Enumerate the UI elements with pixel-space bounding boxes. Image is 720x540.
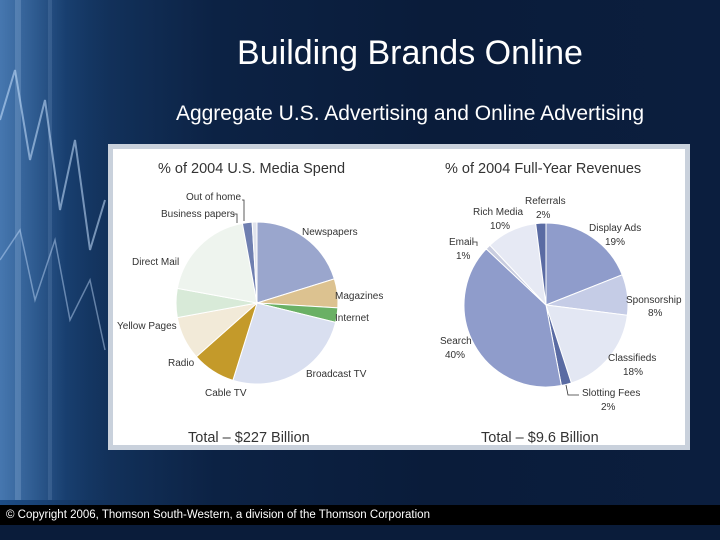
decorative-chart-lines (0, 0, 106, 500)
right-chart-title: % of 2004 Full-Year Revenues (445, 161, 641, 177)
pie-slice-newspapers (256, 221, 335, 304)
label-slotting-fees: Slotting Fees (582, 388, 640, 399)
pie-slice-direct-mail (176, 222, 258, 304)
label-magazines: Magazines (335, 291, 383, 302)
pie-slice-search (463, 248, 562, 388)
label-email-pct: 1% (456, 251, 471, 262)
pie-slice-classifieds (545, 304, 628, 384)
copyright-footer: © Copyright 2006, Thomson South-Western,… (0, 505, 720, 525)
label-yellow-pages: Yellow Pages (117, 321, 177, 332)
label-sponsorship: Sponsorship (626, 295, 682, 306)
label-email: Email (449, 237, 474, 248)
right-chart-total: Total – $9.6 Billion (481, 430, 599, 445)
leader-line (565, 384, 579, 396)
label-display-ads: Display Ads (589, 223, 641, 234)
label-out-of-home: Out of home (186, 192, 241, 203)
left-pie (175, 221, 339, 385)
pie-slice-display-ads (545, 222, 623, 306)
label-internet: Internet (335, 313, 369, 324)
pie-charts: % of 2004 U.S. Media Spend Total – $227 … (117, 161, 682, 445)
leader-line (242, 199, 245, 221)
chart-panel: % of 2004 U.S. Media Spend Total – $227 … (108, 144, 690, 450)
leader-line (233, 213, 238, 223)
label-cable-tv: Cable TV (205, 388, 247, 399)
pie-slice-out-of-home (251, 221, 258, 304)
label-radio: Radio (168, 358, 195, 369)
label-sponsorship-pct: 8% (648, 308, 663, 319)
label-business-papers: Business papers (161, 209, 235, 220)
decorative-background (0, 0, 110, 500)
label-rich-media-pct: 10% (490, 221, 510, 232)
pie-slice-referrals (535, 222, 547, 306)
right-pie (463, 222, 629, 388)
pie-slice-broadcast-tv (232, 302, 337, 385)
label-referrals: Referrals (525, 196, 566, 207)
label-rich-media: Rich Media (473, 207, 523, 218)
left-chart-title: % of 2004 U.S. Media Spend (158, 161, 345, 177)
label-broadcast-tv: Broadcast TV (306, 369, 367, 380)
label-search-pct: 40% (445, 350, 465, 361)
label-classifieds: Classifieds (608, 353, 656, 364)
leader-line (473, 241, 478, 246)
label-search: Search (440, 336, 472, 347)
label-newspapers: Newspapers (302, 227, 358, 238)
slide-title: Building Brands Online (237, 34, 583, 72)
label-classifieds-pct: 18% (623, 367, 643, 378)
label-direct-mail: Direct Mail (132, 257, 179, 268)
label-slotting-fees-pct: 2% (601, 402, 616, 413)
bottom-strip (0, 525, 720, 540)
label-display-ads-pct: 19% (605, 237, 625, 248)
slice-labels: Out of home Business papers Newspapers Dire… (117, 192, 682, 413)
left-chart-total: Total – $227 Billion (188, 430, 310, 445)
label-referrals-pct: 2% (536, 210, 551, 221)
slide-subtitle: Aggregate U.S. Advertising and Online Ad… (175, 102, 645, 125)
